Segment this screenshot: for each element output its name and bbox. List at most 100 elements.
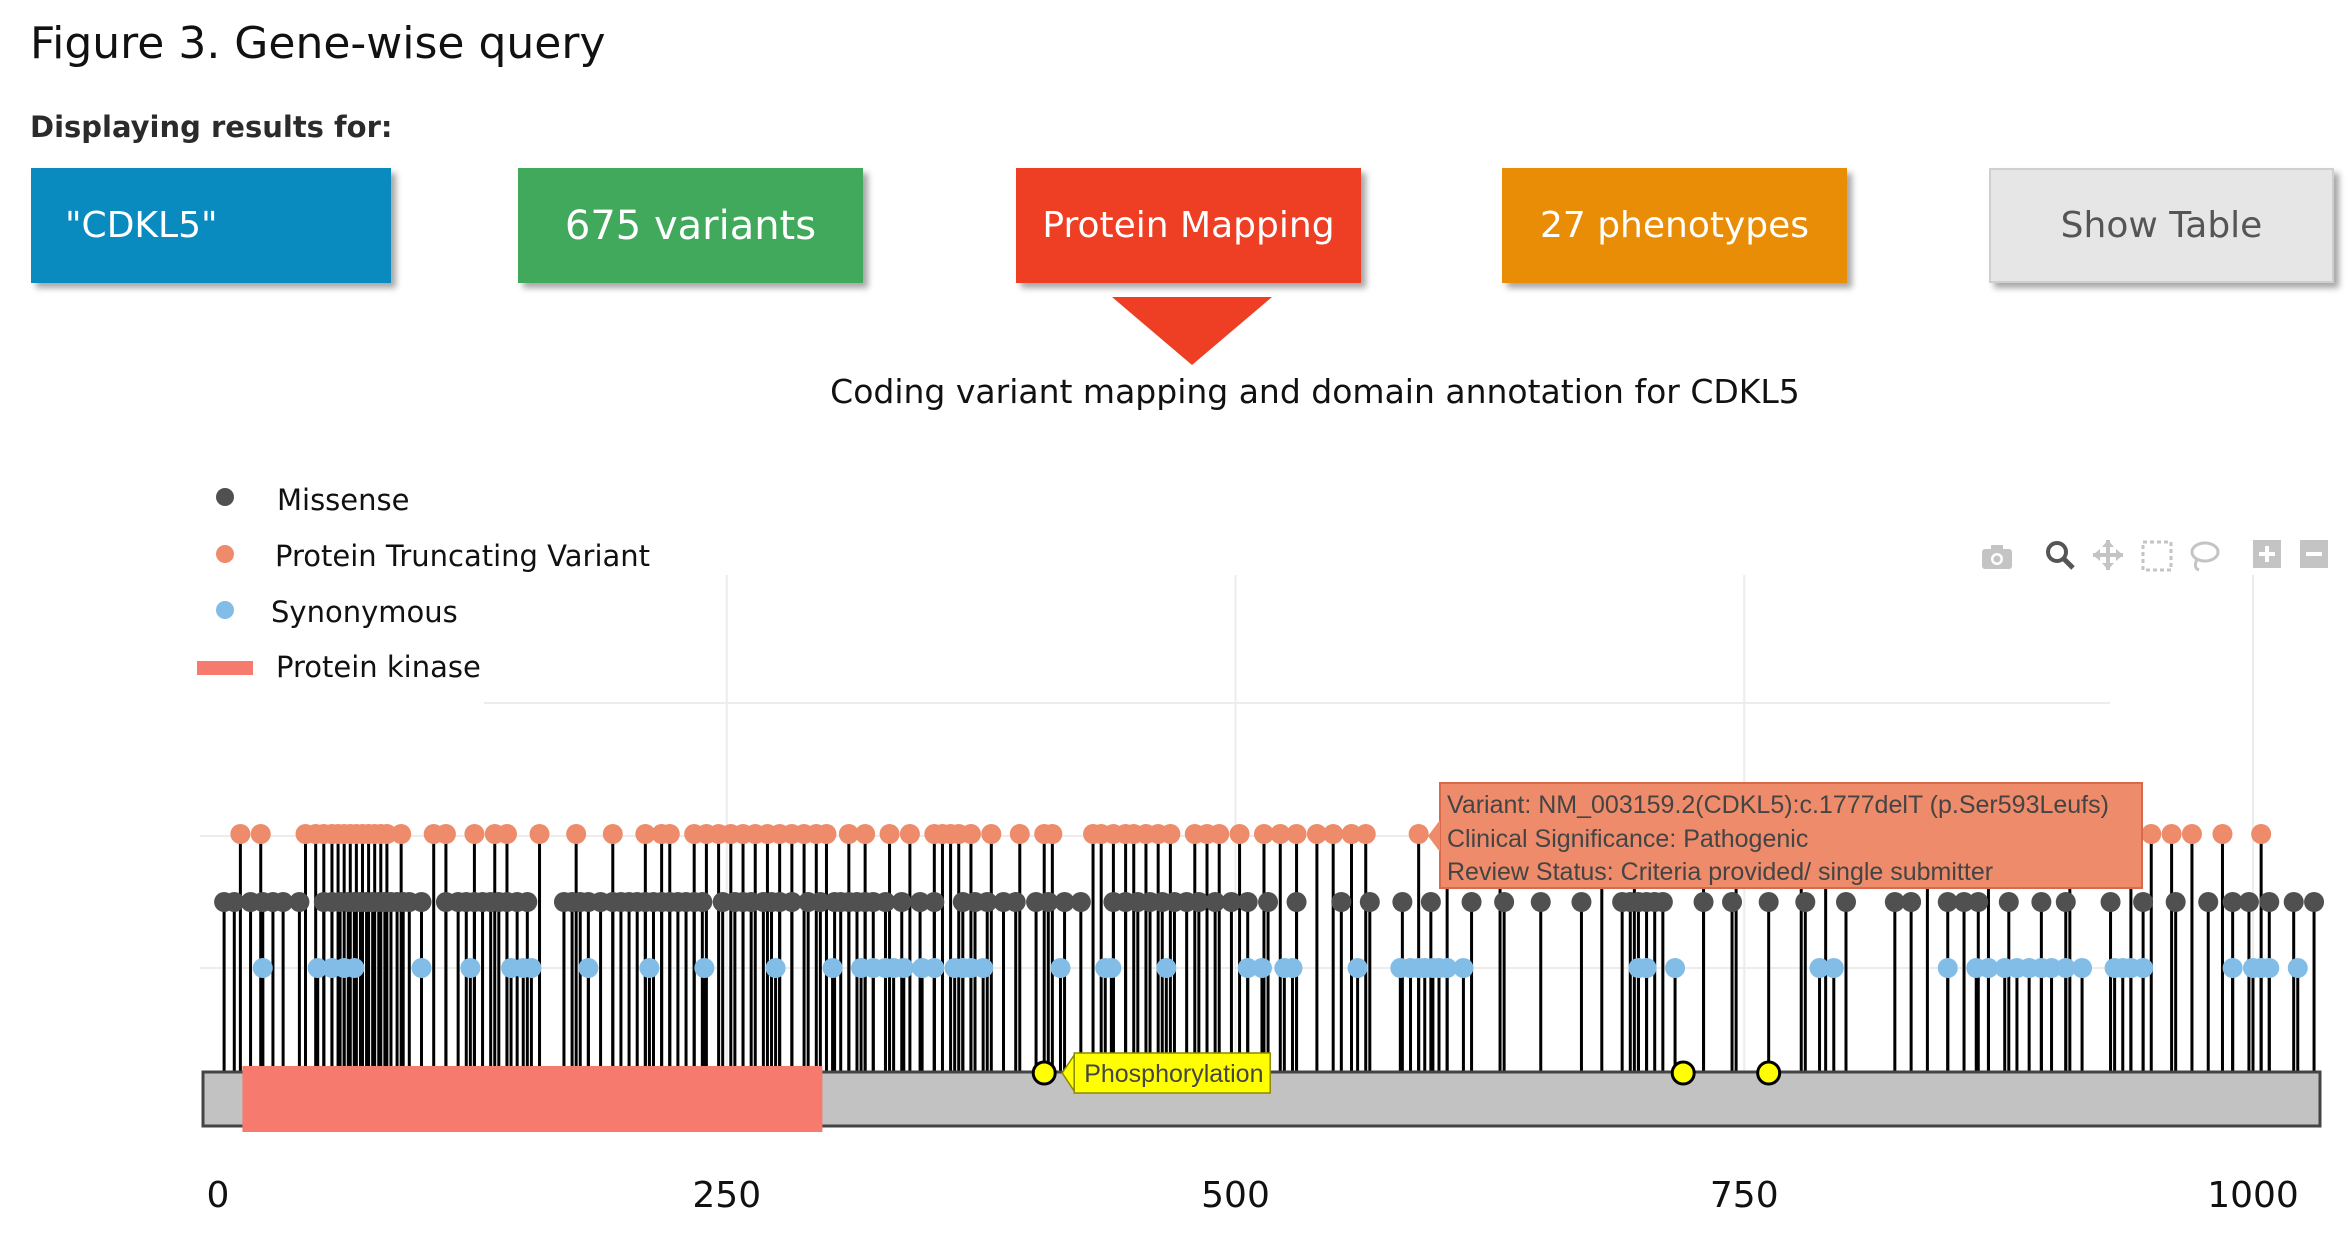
ptv-dot	[816, 824, 837, 844]
missense-dot	[1221, 892, 1242, 912]
ptv-dot	[435, 824, 456, 844]
ptv-dot	[1229, 824, 1250, 844]
ptv-dot	[376, 824, 397, 844]
synonymous-dot	[460, 958, 481, 978]
protein-kinase-domain	[242, 1066, 823, 1132]
synonymous-dot	[1347, 958, 1368, 978]
synonymous-dot	[2259, 958, 2280, 978]
missense-dot	[1836, 892, 1856, 912]
missense-dot	[1258, 892, 1279, 912]
missense-dot	[2198, 892, 2219, 912]
phenotypes-tile[interactable]: 27 phenotypes	[1502, 168, 1847, 283]
missense-dot	[924, 892, 945, 912]
missense-dot	[1722, 892, 1743, 912]
missense-dot	[2165, 892, 2186, 912]
missense-dot	[1937, 892, 1958, 912]
synonymous-dot	[252, 958, 273, 978]
missense-dot	[1286, 892, 1307, 912]
missense-dot	[1494, 892, 1515, 912]
ptv-dot	[496, 824, 517, 844]
missense-dot	[2259, 892, 2280, 912]
protein-mapping-tile[interactable]: Protein Mapping	[1016, 168, 1361, 283]
missense-dot	[1652, 892, 1673, 912]
zoom-icon[interactable]	[2046, 541, 2075, 570]
legend-ptv-marker	[216, 545, 234, 563]
camera-icon[interactable]	[1982, 545, 2012, 569]
ptv-dot	[635, 824, 656, 844]
ptv-dot	[1209, 824, 1230, 844]
ptv-dot	[659, 824, 680, 844]
gene-tile[interactable]: "CDKL5"	[31, 168, 391, 283]
legend-synonymous-marker	[216, 601, 234, 619]
ptv-dot	[2161, 824, 2182, 844]
missense-dot	[891, 892, 912, 912]
synonymous-dot	[765, 958, 786, 978]
legend-kinase-label: Protein kinase	[276, 650, 481, 684]
displaying-results-label: Displaying results for:	[30, 110, 393, 144]
synonymous-dot	[1282, 958, 1303, 978]
missense-dot	[289, 892, 310, 912]
ptv-dot	[960, 824, 981, 844]
legend-missense-label: Missense	[277, 483, 409, 517]
missense-dot	[875, 892, 896, 912]
missense-dot	[224, 892, 245, 912]
missense-dot	[411, 892, 432, 912]
missense-dot	[517, 892, 538, 912]
x-tick-label: 0	[207, 1175, 230, 1216]
missense-dot	[1954, 892, 1975, 912]
legend-ptv-label: Protein Truncating Variant	[275, 539, 650, 573]
missense-dot	[2238, 892, 2259, 912]
show-table-button[interactable]: Show Table	[1989, 168, 2334, 283]
box-select-icon[interactable]	[2141, 540, 2173, 572]
synonymous-dot	[973, 958, 994, 978]
ptv-dot	[2181, 824, 2202, 844]
missense-dot	[810, 892, 831, 912]
domain-layer	[242, 1066, 823, 1132]
missense-dot	[1901, 892, 1922, 912]
synonymous-dot	[307, 958, 328, 978]
missense-dot	[2055, 892, 2076, 912]
synonymous-dot	[1050, 958, 1071, 978]
x-tick-label: 500	[1201, 1175, 1270, 1216]
ptv-dot	[1341, 824, 1362, 844]
pan-icon[interactable]	[2093, 540, 2123, 570]
ptv-dot	[1160, 824, 1181, 844]
chart-subtitle: Coding variant mapping and domain annota…	[830, 372, 1800, 411]
variant-dots	[214, 824, 2325, 978]
ptv-dot	[2251, 824, 2272, 844]
missense-dot	[1392, 892, 1413, 912]
missense-dot	[1968, 892, 1989, 912]
x-axis-ticks: 0 250 500 750 1000	[207, 1175, 2299, 1216]
synonymous-dot	[893, 958, 914, 978]
missense-dot	[1237, 892, 1258, 912]
ptv-dot	[855, 824, 876, 844]
missense-dot	[1359, 892, 1380, 912]
synonymous-dot	[1156, 958, 1177, 978]
ptv-dot	[1009, 824, 1030, 844]
synonymous-dot	[924, 958, 945, 978]
synonymous-dot	[2072, 958, 2093, 978]
tooltip-variant: Variant: NM_003159.2(CDKL5):c.1777delT (…	[1447, 791, 2109, 819]
synonymous-dot	[1101, 958, 1122, 978]
phosphorylation-label: Phosphorylation	[1084, 1060, 1263, 1088]
synonymous-dot	[694, 958, 715, 978]
missense-dot	[273, 892, 294, 912]
ptv-dot	[250, 824, 271, 844]
synonymous-dot	[1665, 958, 1686, 978]
missense-dot	[1461, 892, 1482, 912]
variants-count-tile[interactable]: 675 variants	[518, 168, 863, 283]
synonymous-dot	[2222, 958, 2243, 978]
zoom-out-icon[interactable]	[2300, 540, 2328, 568]
missense-dot	[977, 892, 998, 912]
synonymous-dot	[1978, 958, 1999, 978]
synonymous-dot	[1437, 958, 1458, 978]
zoom-in-icon[interactable]	[2253, 540, 2281, 568]
missense-dot	[1331, 892, 1352, 912]
lasso-icon[interactable]	[2190, 541, 2220, 572]
ptv-dot	[230, 824, 251, 844]
missense-dot	[1420, 892, 1441, 912]
phosphorylation-site-marker	[1670, 1060, 1696, 1086]
missense-dot	[2283, 892, 2304, 912]
ptv-dot	[566, 824, 587, 844]
phosphorylation-site-marker	[1031, 1060, 1057, 1086]
